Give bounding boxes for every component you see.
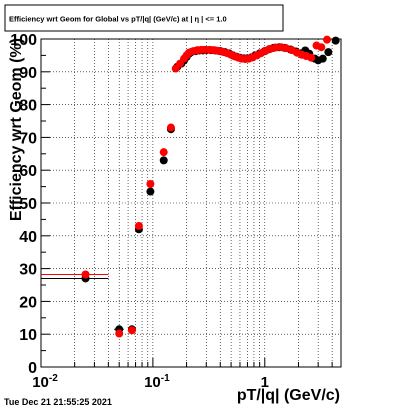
data-point [81, 270, 90, 279]
y-tick-label: 100 [10, 32, 37, 49]
data-point [115, 329, 124, 338]
grid-layer [40, 39, 341, 367]
data-point [159, 148, 168, 157]
data-point [166, 123, 175, 132]
series-red-points [81, 35, 332, 338]
y-tick-labels: 0 10 20 30 40 50 60 70 80 90 100 [10, 32, 37, 377]
y-tick-label: 50 [19, 196, 37, 213]
x-tick-labels: 10-2 10-1 1 [32, 373, 269, 391]
y-tick-label: 0 [28, 360, 37, 377]
data-point [324, 48, 333, 57]
data-point [318, 54, 327, 63]
y-tick-label: 40 [19, 229, 37, 246]
data-point [127, 326, 136, 335]
x-axis-title: pT/|q| (GeV/c) [237, 387, 340, 404]
data-point [323, 35, 332, 44]
data-point [159, 156, 168, 165]
axis-ticks [40, 38, 333, 368]
y-tick-label: 70 [19, 130, 37, 147]
data-point [317, 43, 326, 52]
x-tick-label: 10-2 [32, 373, 58, 391]
y-tick-label: 60 [19, 163, 37, 180]
title-box [4, 4, 284, 32]
data-point [307, 53, 316, 62]
x-tick-label: 10-1 [144, 373, 170, 391]
y-tick-label: 30 [19, 262, 37, 279]
data-point [146, 179, 155, 188]
chart-title: Efficiency wrt Geom for Global vs pT/|q|… [9, 15, 227, 24]
timestamp: Tue Dec 21 21:55:25 2021 [4, 397, 112, 407]
x-tick-label: 1 [261, 374, 269, 391]
y-tick-label: 90 [19, 65, 37, 82]
y-tick-label: 10 [19, 327, 37, 344]
data-point [146, 187, 155, 196]
y-tick-label: 80 [19, 98, 37, 115]
y-axis-title: Efficiency wrt Geom (%) [8, 38, 25, 221]
y-tick-label: 20 [19, 294, 37, 311]
data-point [134, 221, 143, 230]
data-point [331, 36, 340, 45]
